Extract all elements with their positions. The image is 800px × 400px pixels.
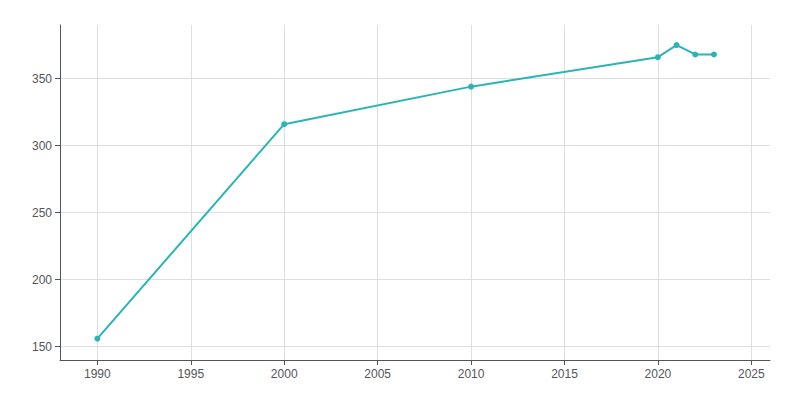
- svg-text:1995: 1995: [177, 367, 204, 381]
- svg-text:1990: 1990: [84, 367, 111, 381]
- svg-text:350: 350: [32, 72, 52, 86]
- svg-text:2020: 2020: [645, 367, 672, 381]
- svg-text:2005: 2005: [364, 367, 391, 381]
- svg-text:2000: 2000: [271, 367, 298, 381]
- svg-text:200: 200: [32, 273, 52, 287]
- svg-text:2025: 2025: [738, 367, 765, 381]
- svg-text:2015: 2015: [551, 367, 578, 381]
- svg-text:150: 150: [32, 340, 52, 354]
- svg-text:2010: 2010: [458, 367, 485, 381]
- svg-text:300: 300: [32, 139, 52, 153]
- svg-text:250: 250: [32, 206, 52, 220]
